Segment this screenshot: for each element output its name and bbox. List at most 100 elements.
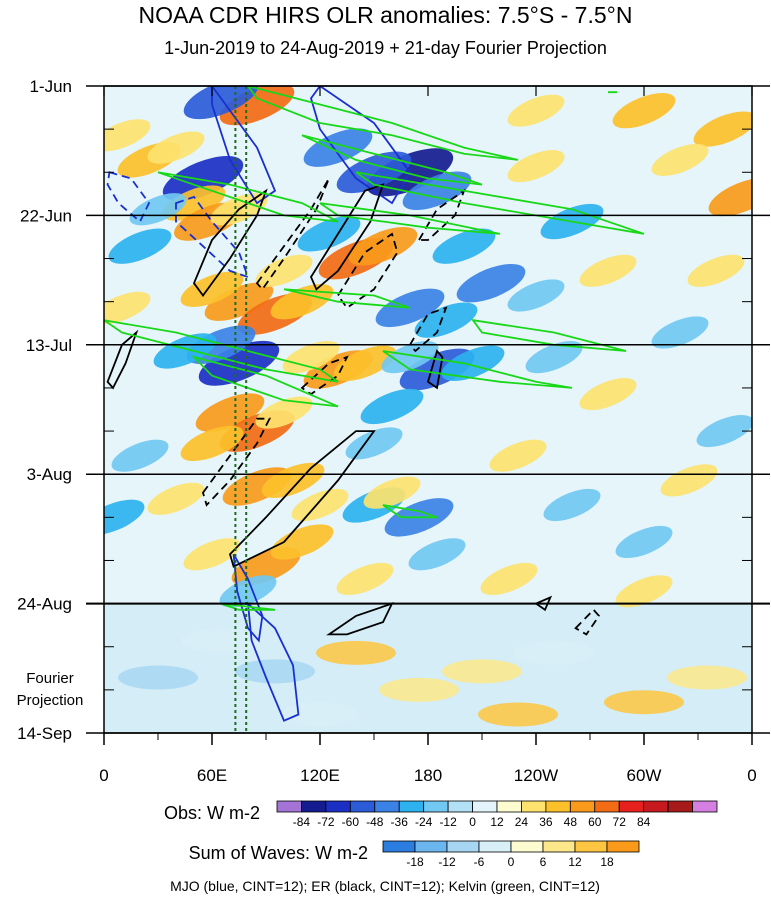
x-tick-label-2: 120E [300,766,340,785]
obs-colorbar-swatch-16 [667,800,693,813]
obs-colorbar-swatch-8 [472,800,498,813]
mjo-contour-3 [175,195,250,279]
olr-anomaly-cell-34 [414,302,478,338]
kelvin-contour-10 [382,504,438,519]
er-contour-5 [408,306,448,353]
kelvin-contour-8 [470,318,627,352]
olr-anomaly-cell-69 [660,464,718,497]
obs-colorbar-level-label-13: 72 [613,815,627,829]
kelvin-contour-3 [355,171,645,235]
obs-colorbar-level-label-7: 0 [469,815,476,829]
olr-anomaly-cell-49 [360,388,424,425]
obs-colorbar-swatch-7 [447,800,473,813]
projection-cell-6 [514,640,594,665]
olr-anomaly-cell-63 [336,562,394,596]
olr-anomaly-cell-66 [489,439,547,472]
obs-colorbar-swatch-14 [618,800,645,813]
obs-colorbar-swatch-12 [569,800,596,813]
kelvin-contour-4 [319,202,501,235]
er-contour-8 [106,329,139,390]
obs-colorbar-swatch-1 [301,800,327,813]
waves-colorbar-swatch-7 [606,840,640,853]
obs-colorbar-level-label-14: 84 [637,815,651,829]
mjo-contour-4 [232,553,264,643]
er-contour-13 [574,608,601,636]
projection-cell-8 [667,665,747,690]
olr-anomaly-cell-28 [108,228,172,264]
olr-anomaly-cell-47 [180,425,244,462]
er-contour-1 [255,177,330,291]
olr-anomaly-cell-51 [111,439,169,472]
waves-colorbar-level-label-0: -18 [406,855,424,869]
obs-colorbar-swatch-5 [398,800,425,813]
projection-cell-3 [316,640,396,665]
olr-anomaly-cell-21 [348,226,418,266]
olr-anomaly-cell-76 [480,562,538,596]
kelvin-contour-2 [157,171,339,223]
olr-anomaly-cell-12 [303,128,373,167]
obs-colorbar-level-label-5: -24 [415,815,433,829]
obs-colorbar-level-label-9: 24 [515,815,529,829]
olr-anomaly-cell-31 [432,228,496,264]
er-contour-7 [426,349,444,390]
kelvin-contour-6 [191,355,339,408]
olr-anomaly-cell-23 [204,282,274,321]
er-contour-0 [192,188,268,298]
y-tick-label-1: 22-Jun [20,206,72,225]
olr-anomaly-cell-59 [363,476,421,509]
projection-cell-5 [442,659,522,684]
projection-cell-4 [379,677,459,702]
y-tick-label-5: 14-Sep [17,724,72,743]
y-tick-label-2: 13-Jul [26,336,72,355]
obs-colorbar-level-label-0: -84 [293,815,311,829]
waves-colorbar-swatch-3 [478,840,512,853]
waves-colorbar-level-label-6: 18 [600,855,614,869]
kelvin-contour-5 [104,319,339,383]
waves-colorbar-level-label-5: 12 [568,855,582,869]
waves-colorbar-level-label-3: 0 [508,855,515,869]
y-tick-label-0: 1-Jun [29,77,72,96]
er-contour-6 [300,355,349,396]
olr-anomaly-cell-29 [129,193,187,226]
obs-colorbar-level-label-10: 36 [539,815,553,829]
projection-cell-7 [604,690,684,715]
obs-colorbar-swatch-13 [594,800,620,813]
olr-anomaly-cell-56 [291,488,349,522]
obs-colorbar-level-label-3: -48 [366,815,384,829]
er-contour-11 [326,602,394,636]
x-tick-label-4: 120W [514,766,558,785]
olr-anomaly-cell-30 [104,291,151,324]
olr-anomaly-cell-13 [507,94,565,127]
er-contour-9 [202,417,272,507]
waves-colorbar-level-label-1: -12 [438,855,456,869]
projection-label-line-1: Projection [17,692,84,709]
olr-anomaly-cell-14 [612,92,676,129]
chart-subtitle: 1-Jun-2019 to 24-Aug-2019 + 21-day Fouri… [164,38,607,58]
waves-colorbar-label: Sum of Waves: W m-2 [189,843,368,863]
obs-colorbar-swatch-17 [692,800,718,813]
waves-colorbar-swatch-1 [414,840,448,853]
x-tick-label-3: 180 [414,766,442,785]
obs-colorbar-swatch-9 [496,800,522,813]
olr-anomaly-cell-53 [147,482,205,515]
x-tick-label-5: 60W [627,766,662,785]
olr-anomaly-cell-74 [687,254,745,287]
obs-colorbar-swatch-10 [521,800,547,813]
olr-anomaly-cell-77 [615,575,673,608]
olr-anomaly-cell-0 [104,119,151,152]
x-tick-label-1: 60E [197,766,227,785]
olr-anomaly-cell-64 [408,538,466,571]
obs-colorbar-level-label-11: 48 [564,815,578,829]
obs-colorbar-level-label-12: 60 [588,815,602,829]
olr-anomaly-cell-41 [282,341,340,374]
obs-colorbar-level-label-1: -72 [317,815,335,829]
obs-colorbar-level-label-8: 12 [490,815,504,829]
olr-anomaly-cell-72 [651,316,709,349]
olr-anomaly-cell-5 [162,156,244,201]
projection-cell-1 [181,628,261,653]
waves-colorbar-swatch-2 [446,840,480,853]
olr-anomaly-cell-48 [255,396,313,429]
obs-colorbar-swatch-4 [374,800,400,813]
olr-anomaly-cell-3 [219,86,295,126]
obs-colorbar-swatch-0 [276,800,302,813]
